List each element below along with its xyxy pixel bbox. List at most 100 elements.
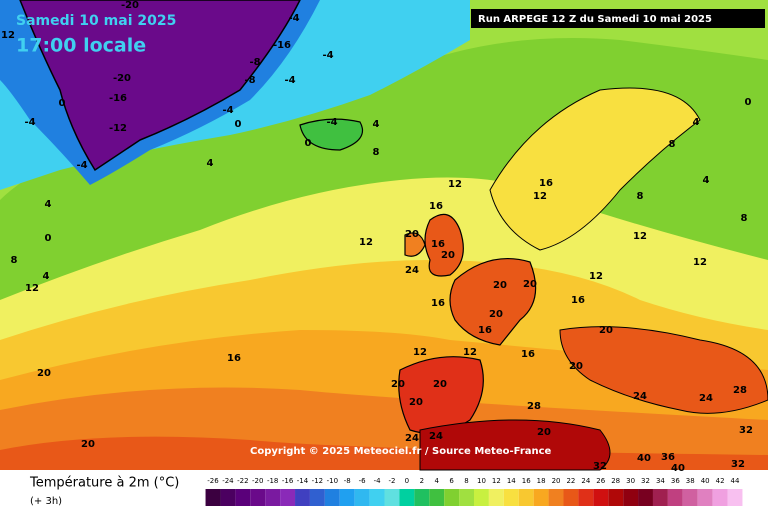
- temperature-label: 28: [733, 385, 747, 396]
- colorbar-swatch: [339, 489, 355, 506]
- colorbar-tick-label: 10: [477, 477, 486, 485]
- temperature-label: -16: [109, 93, 127, 104]
- colorbar-swatch: [235, 489, 251, 506]
- temperature-label: 12: [413, 347, 427, 358]
- temperature-label: 20: [537, 427, 551, 438]
- temperature-label: 8: [11, 255, 18, 266]
- colorbar-tick-label: 42: [716, 477, 725, 485]
- colorbar-tick-label: 14: [507, 477, 516, 485]
- colorbar-tick-label: 22: [566, 477, 575, 485]
- temperature-label: 0: [45, 233, 52, 244]
- colorbar-swatch: [265, 489, 281, 506]
- temperature-label: 12: [463, 347, 477, 358]
- colorbar-tick-label: 4: [434, 477, 439, 485]
- temperature-label: 8: [669, 139, 676, 150]
- colorbar-swatch: [563, 489, 579, 506]
- colorbar-swatch: [488, 489, 504, 506]
- temperature-label: 20: [391, 379, 405, 390]
- colorbar-tick-label: 28: [611, 477, 620, 485]
- temperature-label: 20: [433, 379, 447, 390]
- colorbar-tick-label: 6: [449, 477, 454, 485]
- britain: [424, 213, 464, 277]
- colorbar-swatch: [712, 489, 728, 506]
- temperature-label: 16: [478, 325, 492, 336]
- greenland: [19, 0, 301, 172]
- colorbar-swatch: [518, 489, 534, 506]
- temperature-label: 20: [489, 309, 503, 320]
- temperature-label: 16: [571, 295, 585, 306]
- colorbar-tick-label: -6: [359, 477, 367, 485]
- temperature-label: 32: [731, 459, 745, 470]
- colorbar-tick-label: 44: [731, 477, 740, 485]
- colorbar-swatch: [220, 489, 236, 506]
- colorbar-tick-label: -8: [344, 477, 351, 485]
- temperature-label: 24: [405, 265, 419, 276]
- temperature-label: 36: [661, 452, 675, 463]
- temperature-label: -4: [322, 50, 333, 61]
- colorbar-swatch: [250, 489, 266, 506]
- temperature-label: 20: [569, 361, 583, 372]
- temperature-label: 8: [373, 147, 380, 158]
- temperature-label: 16: [539, 178, 553, 189]
- temperature-label: -4: [288, 13, 299, 24]
- temperature-label: 16: [429, 201, 443, 212]
- ireland: [404, 232, 426, 257]
- colorbar-tick-label: 26: [596, 477, 605, 485]
- colorbar-tick-label: -24: [222, 477, 234, 485]
- temperature-label: 12: [448, 179, 462, 190]
- colorbar-swatch: [474, 489, 489, 506]
- temperature-label: -20: [121, 0, 139, 11]
- colorbar-tick-label: -16: [282, 477, 294, 485]
- colorbar-swatch: [414, 489, 430, 506]
- colorbar-tick-label: -2: [388, 477, 395, 485]
- colorbar-tick-label: 38: [686, 477, 695, 485]
- temperature-label: 40: [637, 453, 651, 464]
- legend-title: Température à 2m (°C): [29, 476, 179, 491]
- colorbar-swatch: [399, 489, 415, 506]
- colorbar-swatch: [503, 489, 519, 506]
- temperature-label: 16: [227, 353, 241, 364]
- temperature-label: 20: [599, 325, 613, 336]
- temperature-label: -16: [273, 40, 291, 51]
- north-africa: [419, 419, 611, 471]
- balkans: [559, 326, 768, 414]
- temperature-label: 0: [305, 138, 312, 149]
- temperature-label: 24: [429, 431, 443, 442]
- legend-subtitle: (+ 3h): [30, 496, 62, 507]
- temperature-label: 12: [633, 231, 647, 242]
- colorbar-swatch: [593, 489, 609, 506]
- temperature-label: -4: [222, 105, 233, 116]
- temperature-label: 4: [693, 117, 700, 128]
- colorbar-tick-label: 16: [522, 477, 531, 485]
- temperature-label: 8: [637, 191, 644, 202]
- temperature-label: 24: [405, 433, 419, 444]
- colorbar-swatch: [652, 489, 668, 506]
- colorbar-tick-label: -10: [327, 477, 338, 485]
- colorbar-swatch: [459, 489, 474, 506]
- colorbar: -26 -24 -22 -20 -18 -16 -14 -12 -10 -8 -6 -4 -2 0 2 4 6 8…: [205, 477, 743, 506]
- temperature-label: 8: [741, 213, 748, 224]
- colorbar-tick-label: -26: [207, 477, 219, 485]
- colorbar-swatch: [638, 489, 653, 506]
- colorbar-swatch: [324, 489, 340, 506]
- temperature-label: 20: [81, 439, 95, 450]
- temperature-label: 24: [699, 393, 713, 404]
- temperature-label: 20: [523, 279, 537, 290]
- colorbar-swatch: [682, 489, 698, 506]
- colorbar-tick-label: -4: [374, 477, 382, 485]
- colorbar-tick-label: -20: [252, 477, 263, 485]
- temperature-label: 20: [409, 397, 423, 408]
- colorbar-tick-label: 32: [641, 477, 650, 485]
- temperature-label: 20: [405, 229, 419, 240]
- temperature-label: 24: [633, 391, 647, 402]
- temperature-label: 12: [359, 237, 373, 248]
- temperature-label: 0: [745, 97, 752, 108]
- colorbar-swatch: [697, 489, 713, 506]
- temperature-label: 16: [521, 349, 535, 360]
- temperature-label: 32: [739, 425, 753, 436]
- colorbar-swatch: [205, 489, 221, 506]
- colorbar-swatch: [280, 489, 296, 506]
- temperature-label: 20: [441, 250, 455, 261]
- temperature-label: -4: [24, 117, 35, 128]
- temperature-label: 4: [373, 119, 380, 130]
